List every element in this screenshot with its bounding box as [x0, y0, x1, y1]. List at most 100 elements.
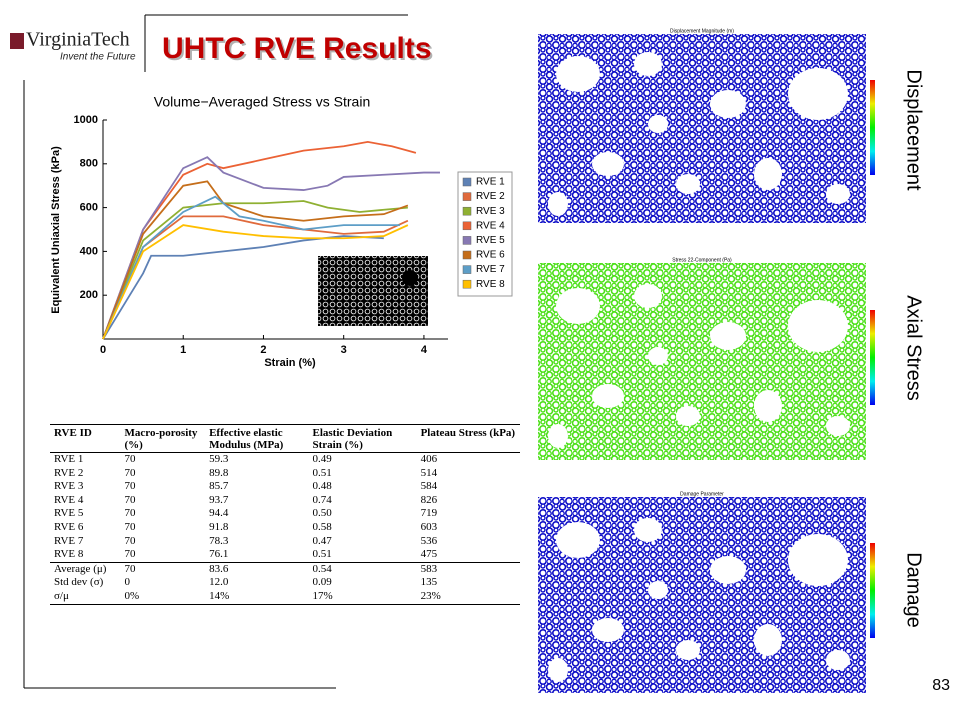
table-row: RVE 3 70 85.7 0.48 584: [50, 480, 520, 494]
legend-label: RVE 7: [476, 264, 505, 275]
page-number: 83: [932, 677, 950, 694]
y-tick-label: 200: [80, 289, 98, 301]
table-cell: 70: [124, 466, 136, 479]
table-row: σ/μ 0% 14% 17% 23%: [50, 590, 520, 604]
table-cell: 70: [124, 507, 136, 520]
table-cell: RVE 2: [54, 466, 84, 479]
table-cell: RVE 6: [54, 520, 84, 533]
tagline: Invent the Future: [60, 52, 136, 63]
table-cell: RVE 8: [54, 548, 84, 561]
legend-label: RVE 6: [476, 250, 505, 261]
table-cell: σ/μ: [54, 589, 69, 602]
image-label: Displacement: [903, 69, 925, 191]
table-cell: 12.0: [209, 576, 229, 589]
image-title: Stress 22-Component (Pa): [672, 257, 732, 263]
table-row: RVE 6 70 91.8 0.58 603: [50, 521, 520, 535]
x-axis-label: Strain (%): [264, 357, 316, 369]
table-cell: 76.1: [209, 548, 229, 561]
table-cell: 70: [124, 493, 136, 506]
logo-mark: [10, 33, 24, 49]
table-cell: 583: [420, 562, 438, 575]
table-cell: 0.49: [312, 453, 332, 465]
table-cell: 23%: [420, 589, 441, 602]
image-label: Damage: [903, 552, 925, 628]
x-tick-label: 0: [100, 344, 106, 356]
table-cell: RVE 7: [54, 534, 84, 547]
chart-title: Volume−Averaged Stress vs Strain: [154, 94, 370, 110]
table-cell: 406: [420, 453, 438, 465]
table-row: RVE 1 70 59.3 0.49 406: [50, 453, 520, 467]
legend-label: RVE 2: [476, 191, 505, 202]
title-shadow: UHTC RVE Results: [164, 34, 434, 67]
y-tick-label: 800: [80, 158, 98, 170]
table-cell: 70: [124, 453, 136, 465]
table-cell: 719: [420, 507, 438, 520]
legend-box: [457, 171, 513, 297]
y-axis-label: Equivalent Uniaxial Stress (kPa): [50, 146, 62, 314]
inset-pore: [402, 270, 418, 286]
x-tick-label: 1: [180, 344, 186, 356]
table-cell: 59.3: [209, 453, 229, 465]
table-cell: 0.51: [312, 466, 332, 479]
image-label: Axial Stress: [903, 295, 925, 401]
image-damage: [538, 497, 875, 693]
table-cell: 584: [420, 480, 438, 493]
column-header: Elastic Deviation Strain (%): [312, 427, 393, 451]
legend-swatch: [462, 177, 472, 187]
table-cell: 93.7: [209, 493, 229, 506]
y-tick-label: 400: [80, 245, 98, 257]
legend-swatch: [462, 206, 472, 216]
y-tick-label: 1000: [74, 114, 98, 126]
table-row: Std dev (σ) 0 12.0 0.09 135: [50, 576, 520, 590]
table-cell: 17%: [312, 589, 333, 602]
table-cell: 70: [124, 548, 136, 561]
table-row: RVE 8 70 76.1 0.51 475: [50, 548, 520, 562]
legend-swatch: [462, 265, 472, 274]
slide-title: UHTC RVE Results: [162, 32, 432, 65]
table-row: Average (μ) 70 83.6 0.54 583: [50, 562, 520, 576]
y-tick-label: 600: [80, 202, 98, 214]
table-cell: 603: [420, 520, 438, 533]
logo: VirginiaTech: [26, 29, 130, 51]
table-cell: 70: [124, 480, 136, 493]
table-row: RVE 4 70 93.7 0.74 826: [50, 494, 520, 508]
legend-label: RVE 4: [476, 220, 505, 231]
series-line: [102, 195, 400, 340]
table-cell: RVE 1: [54, 453, 84, 465]
table-cell: 0.47: [312, 534, 332, 547]
table-cell: Average (μ): [54, 562, 107, 575]
results-table: RVE ID Macro-porosity (%) Effective elasti…: [50, 424, 520, 605]
table-cell: RVE 3: [54, 480, 84, 493]
x-tick-label: 3: [341, 344, 347, 356]
image-stress: [538, 263, 875, 460]
x-tick-label: 4: [421, 344, 428, 356]
table-cell: 83.6: [209, 562, 229, 575]
table-cell: RVE 4: [54, 493, 84, 506]
series-line: [102, 200, 408, 340]
table-cell: 94.4: [209, 507, 229, 520]
image-title: Damage Parameter: [680, 491, 724, 497]
table-cell: 14%: [209, 589, 230, 602]
legend-label: RVE 1: [476, 177, 505, 188]
table-cell: 536: [420, 534, 438, 547]
column-header: Effective elastic Modulus (MPa): [209, 427, 284, 451]
series-line: [102, 156, 440, 340]
table-cell: 91.8: [209, 520, 229, 533]
table-cell: RVE 5: [54, 507, 84, 520]
table-cell: 0.74: [312, 493, 332, 506]
table-cell: 514: [420, 466, 438, 479]
image-title: Displacement Magnitude (m): [670, 28, 734, 34]
table-cell: 0.54: [312, 562, 332, 575]
table-row: RVE 5 70 94.4 0.50 719: [50, 507, 520, 521]
inset-rve: [318, 256, 428, 326]
table-cell: 85.7: [209, 480, 229, 493]
table-cell: 89.8: [209, 466, 229, 479]
legend-swatch: [462, 250, 472, 260]
legend-label: RVE 5: [476, 235, 505, 246]
table-cell: 0.09: [312, 576, 332, 589]
legend-swatch: [462, 192, 472, 201]
table-cell: 0.58: [312, 520, 332, 533]
table-cell: 0.48: [312, 480, 332, 493]
